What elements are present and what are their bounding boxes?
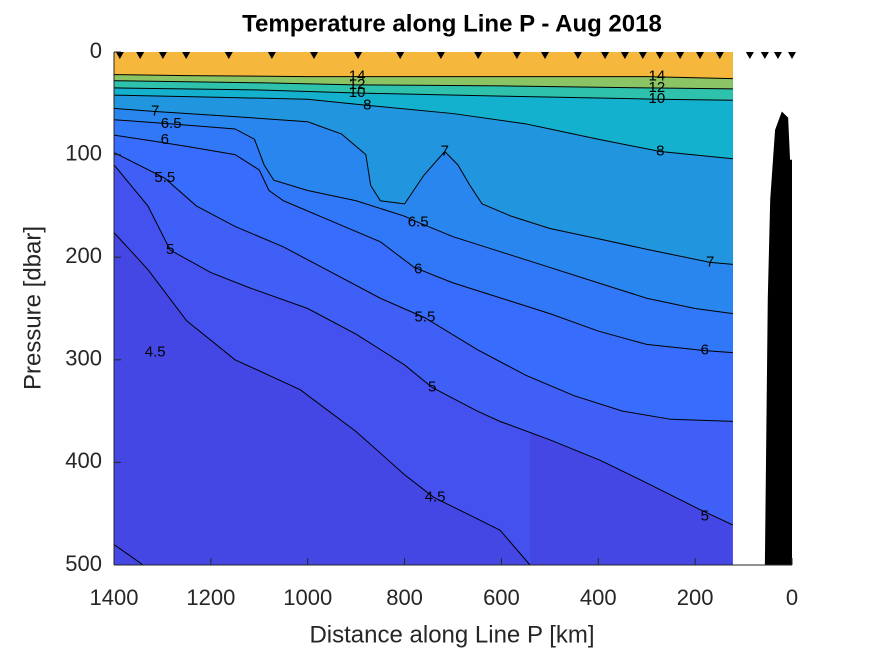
- station-marker: [436, 52, 445, 59]
- contour-label: 6.5: [408, 213, 429, 230]
- contour-label: 10: [349, 84, 366, 101]
- contour-label: 8: [363, 96, 371, 113]
- station-marker: [620, 52, 629, 59]
- contour-line: [114, 544, 144, 565]
- x-tick-label: 1200: [186, 585, 235, 610]
- station-marker: [773, 52, 782, 59]
- station-marker: [224, 52, 233, 59]
- y-tick-label: 500: [65, 551, 102, 576]
- contour-label: 8: [656, 142, 664, 159]
- bathymetry: [764, 111, 792, 566]
- contour-label: 4.5: [425, 488, 446, 505]
- station-marker: [512, 52, 521, 59]
- station-marker: [158, 52, 167, 59]
- contour-label: 5: [428, 378, 436, 395]
- contour-label: 14: [649, 68, 666, 85]
- contour-line: [114, 119, 733, 315]
- contour-line: [114, 94, 733, 160]
- fill-band: [114, 52, 733, 79]
- station-marker: [354, 52, 363, 59]
- station-marker: [541, 52, 550, 59]
- contour-line: [114, 80, 733, 90]
- contour-label: 10: [649, 90, 666, 107]
- station-marker: [115, 52, 124, 59]
- station-marker: [601, 52, 610, 59]
- station-marker: [715, 52, 724, 59]
- contour-label: 6: [414, 260, 422, 277]
- x-tick-label: 400: [580, 585, 617, 610]
- filled-contours: [114, 52, 733, 565]
- station-marker: [676, 52, 685, 59]
- contour-label: 4.5: [145, 344, 166, 361]
- x-tick-label: 800: [386, 585, 423, 610]
- contour-label: 5: [701, 508, 709, 525]
- station-marker: [267, 52, 276, 59]
- station-marker: [695, 52, 704, 59]
- station-marker: [396, 52, 405, 59]
- contour-label: 14: [349, 68, 366, 85]
- contour-line: [114, 134, 733, 354]
- contour-label: 12: [649, 79, 666, 96]
- x-tick-label: 600: [483, 585, 520, 610]
- x-tick-label: 1400: [90, 585, 139, 610]
- contour-label: 5.5: [154, 169, 175, 186]
- contour-label: 5: [166, 241, 174, 258]
- contour-line: [114, 74, 733, 80]
- contour-label: 5.5: [414, 309, 435, 326]
- station-marker: [788, 52, 796, 59]
- contour-line: [114, 164, 733, 526]
- x-tick-label: 0: [786, 585, 798, 610]
- station-marker: [136, 52, 145, 59]
- contour-label: 7: [706, 253, 714, 270]
- station-marker: [182, 52, 191, 59]
- y-tick-label: 100: [65, 140, 102, 165]
- x-tick-label: 1000: [283, 585, 332, 610]
- contour-label: 12: [349, 76, 366, 93]
- station-marker: [745, 52, 754, 59]
- y-tick-label: 300: [65, 346, 102, 371]
- contour-label: 7: [441, 142, 449, 159]
- chart-title: Temperature along Line P - Aug 2018: [242, 10, 662, 37]
- y-tick-label: 0: [90, 38, 102, 63]
- station-marker: [474, 52, 483, 59]
- y-tick-label: 400: [65, 448, 102, 473]
- contour-line: [114, 232, 531, 565]
- contour-label: 6.5: [161, 115, 182, 132]
- overlay: 1400 1200 1000 800 600 400 200 0 0 100 200 300 400 50…: [65, 38, 798, 610]
- station-marker: [638, 52, 647, 59]
- station-marker: [573, 52, 582, 59]
- x-axis-label: Distance along Line P [km]: [309, 621, 594, 648]
- contour-line: [114, 152, 733, 422]
- station-marker: [310, 52, 319, 59]
- contour-line: [114, 107, 733, 265]
- station-marker: [760, 52, 769, 59]
- contour-label: 6: [161, 131, 169, 148]
- x-tick-label: 200: [677, 585, 714, 610]
- station-marker: [655, 52, 664, 59]
- contour-line: [114, 87, 733, 101]
- contour-label: 7: [151, 102, 159, 119]
- y-axis-label: Pressure [dbar]: [19, 226, 46, 390]
- y-tick-label: 200: [65, 243, 102, 268]
- contour-label: 6: [701, 342, 709, 359]
